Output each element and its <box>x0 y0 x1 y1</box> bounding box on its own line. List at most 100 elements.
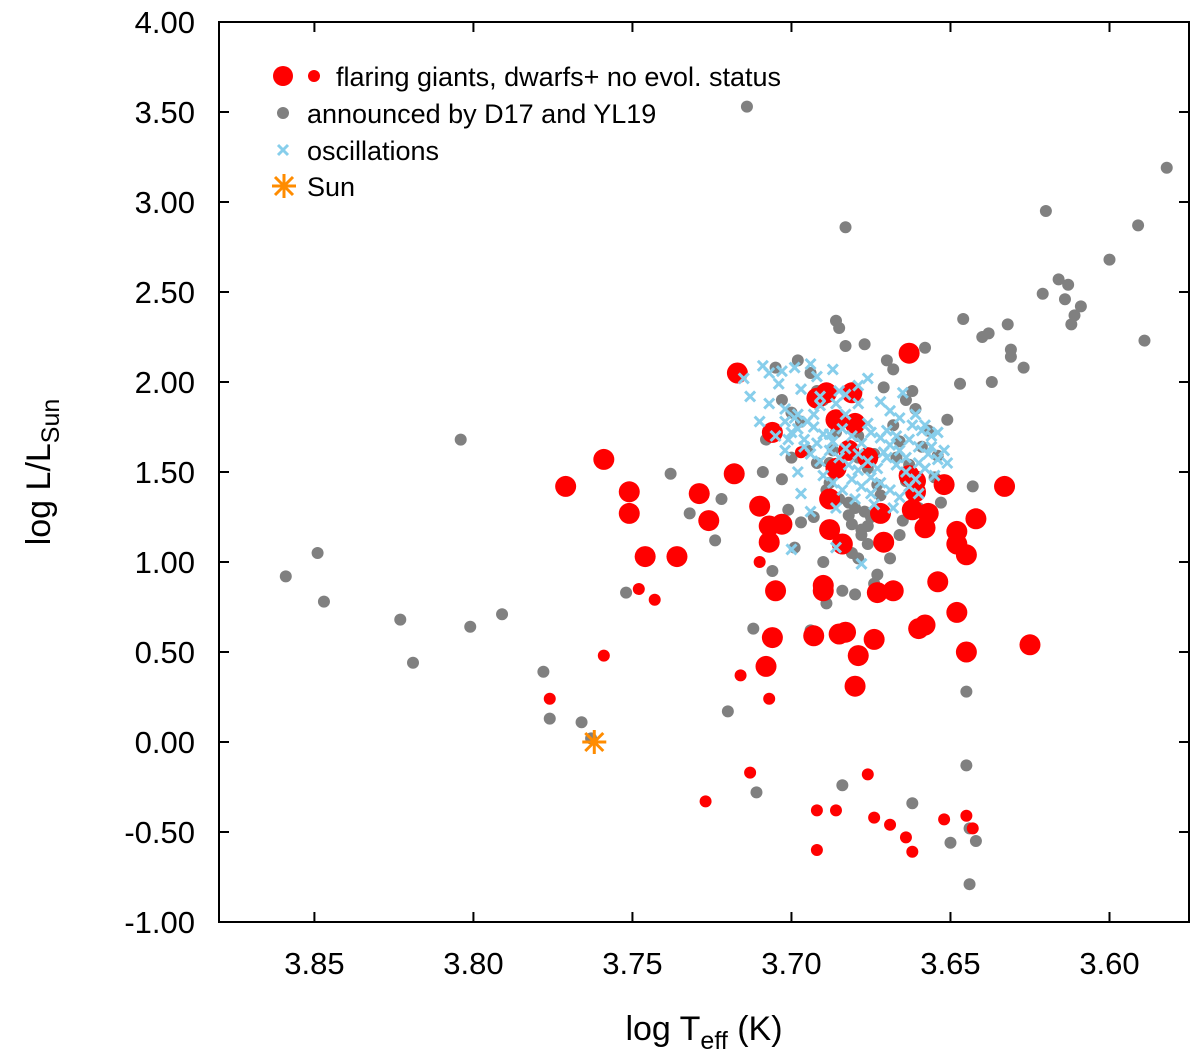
announced-point <box>836 584 849 597</box>
flaring-giant-point <box>994 475 1016 497</box>
legend-marker-flaring-small <box>308 70 320 82</box>
oscillation-point <box>779 415 792 428</box>
announced-point <box>537 665 550 678</box>
flaring-dwarf-point <box>884 818 897 831</box>
flaring-giant-point <box>917 502 939 524</box>
oscillation-point <box>925 440 938 453</box>
flaring-giant-point <box>618 502 640 524</box>
announced-point <box>906 797 919 810</box>
oscillation-point <box>890 458 903 471</box>
y-tick-label: 4.00 <box>135 5 195 40</box>
flaring-dwarf-point <box>753 556 766 568</box>
oscillation-point <box>883 483 897 497</box>
oscillation-point <box>938 444 951 457</box>
announced-point <box>496 608 509 621</box>
oscillation-point <box>788 361 801 374</box>
announced-point <box>715 493 728 505</box>
flaring-dwarf-point <box>699 795 712 808</box>
flaring-dwarf-point <box>597 649 610 662</box>
announced-point <box>899 394 912 406</box>
flaring-dwarf-point <box>744 766 757 779</box>
plot-frame <box>218 21 1190 923</box>
flaring-giant-point <box>955 641 977 663</box>
flaring-giant-point <box>1019 634 1041 656</box>
oscillation-point <box>925 429 938 443</box>
announced-point <box>919 341 932 354</box>
flaring-dwarf-point <box>810 804 823 817</box>
oscillation-point <box>912 440 925 453</box>
oscillation-point <box>823 444 836 457</box>
flaring-giant-point <box>870 502 892 524</box>
flaring-giant-point <box>688 483 710 505</box>
flaring-dwarf-point <box>734 669 747 682</box>
flaring-giant-point <box>761 627 783 649</box>
oscillation-point <box>941 456 954 470</box>
oscillation-point <box>918 419 932 432</box>
oscillation-point <box>782 433 795 446</box>
flaring-giant-point <box>593 448 615 470</box>
legend-marker-oscillations <box>276 143 290 157</box>
oscillation-point <box>829 501 843 515</box>
oscillation-point <box>864 471 878 484</box>
flaring-dwarf-point <box>868 811 881 824</box>
oscillation-point <box>807 408 820 421</box>
oscillation-point <box>890 429 903 443</box>
oscillation-point <box>893 491 906 504</box>
oscillation-point <box>814 455 827 468</box>
announced-point <box>941 413 954 426</box>
legend-label-oscillations: oscillations <box>307 136 439 166</box>
flaring-giant-point <box>819 488 841 510</box>
flaring-giant-point <box>847 645 869 667</box>
flaring-giant-point <box>825 457 847 479</box>
flaring-dwarf-point <box>960 809 973 822</box>
oscillation-point <box>855 557 868 570</box>
oscillation-point <box>899 465 913 479</box>
announced-point <box>954 377 967 390</box>
oscillation-point <box>794 383 808 396</box>
oscillation-point <box>804 357 817 371</box>
y-tick-label: 1.50 <box>135 455 195 490</box>
flaring-giant-point <box>965 508 987 530</box>
announced-point <box>858 338 871 351</box>
announced-point <box>861 520 874 532</box>
oscillation-point <box>826 435 839 448</box>
x-tick-label: 3.75 <box>602 946 662 981</box>
announced-point <box>861 538 874 550</box>
flaring-dwarf-point <box>648 593 661 606</box>
flaring-giant-point <box>927 571 949 593</box>
oscillation-point <box>893 411 906 425</box>
announced-point <box>849 588 862 601</box>
flaring-giant-point <box>863 628 885 650</box>
announced-point <box>782 503 795 516</box>
oscillation-point <box>839 388 852 401</box>
legend-label-sun: Sun <box>307 172 355 202</box>
y-tick-label: -0.50 <box>124 815 195 850</box>
x-tick-label: 3.80 <box>443 946 503 981</box>
announced-point <box>721 705 734 718</box>
announced-point <box>756 466 769 478</box>
announced-point <box>807 511 820 523</box>
flaring-giant-point <box>819 519 841 541</box>
flaring-giant-point <box>882 580 904 602</box>
flaring-dwarf-point <box>810 844 823 856</box>
oscillation-point <box>810 437 823 450</box>
flaring-dwarf-point <box>632 583 645 595</box>
oscillation-point <box>775 365 788 378</box>
flaring-dwarf-point <box>829 804 842 817</box>
oscillation-point <box>788 411 801 425</box>
announced-point <box>804 367 817 379</box>
flaring-giant-point <box>634 546 656 568</box>
oscillation-point <box>912 487 925 500</box>
oscillation-point <box>829 541 843 554</box>
flaring-giant-point <box>618 481 640 503</box>
oscillation-point <box>864 426 878 439</box>
flaring-giant-point <box>755 655 777 677</box>
flaring-giant-point <box>914 614 936 636</box>
announced-point <box>1065 318 1078 331</box>
legend-marker-announced <box>277 107 289 119</box>
oscillation-point <box>877 446 890 459</box>
oscillation-point <box>899 451 913 464</box>
flaring-giant-point <box>666 546 688 568</box>
